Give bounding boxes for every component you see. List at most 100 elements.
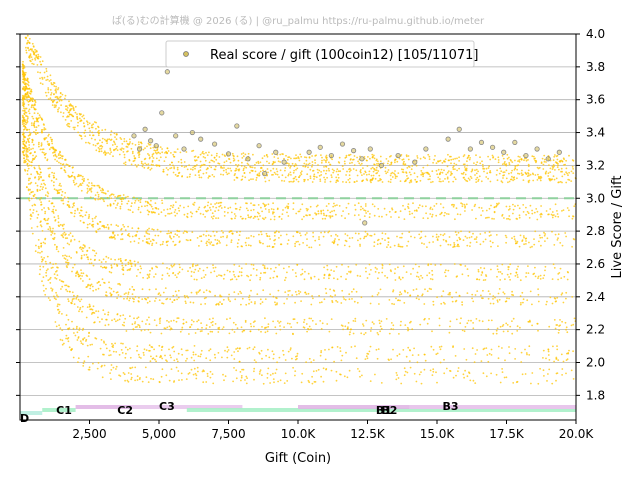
scatter-point — [125, 292, 127, 294]
scatter-point — [444, 275, 447, 278]
scatter-point — [27, 100, 30, 103]
scatter-point — [80, 206, 83, 209]
scatter-point — [70, 239, 73, 242]
tier-bar-c3 — [131, 405, 243, 409]
scatter-point — [51, 266, 54, 269]
scatter-point — [240, 165, 243, 167]
scatter-point — [30, 173, 32, 176]
scatter-point — [29, 48, 32, 51]
scatter-point — [127, 261, 130, 264]
scatter-point — [533, 243, 536, 246]
scatter-point — [130, 205, 133, 208]
scatter-point — [91, 217, 94, 220]
scatter-point — [130, 265, 133, 268]
scatter-point — [62, 163, 65, 166]
scatter-point — [467, 274, 470, 277]
scatter-point — [353, 181, 356, 183]
scatter-point — [282, 349, 284, 352]
scatter-point — [37, 245, 40, 248]
scatter-point — [22, 78, 24, 81]
scatter-point — [391, 302, 393, 305]
scatter-point — [170, 368, 173, 370]
scatter-point — [256, 215, 259, 218]
scatter-point — [200, 303, 202, 306]
scatter-point — [418, 265, 420, 268]
scatter-point — [431, 208, 434, 211]
scatter-point — [157, 234, 160, 237]
scatter-point — [384, 233, 387, 235]
scatter-point — [222, 373, 224, 376]
tier-bar-b3 — [409, 405, 576, 409]
scatter-point — [83, 125, 86, 127]
scatter-point — [22, 131, 25, 134]
scatter-point — [131, 227, 134, 230]
scatter-point — [352, 332, 355, 335]
scatter-point — [360, 332, 363, 335]
scatter-point — [146, 229, 149, 231]
scatter-point — [43, 76, 46, 79]
scatter-point — [226, 350, 229, 353]
scatter-point — [258, 233, 260, 236]
scatter-point — [356, 156, 358, 159]
scatter-point — [172, 272, 174, 275]
scatter-point — [105, 255, 108, 258]
scatter-point — [32, 51, 35, 54]
scatter-point — [109, 292, 112, 295]
scatter-point — [57, 87, 60, 89]
scatter-point — [333, 239, 336, 242]
scatter-point — [105, 291, 108, 294]
scatter-point — [223, 164, 225, 167]
scatter-point — [490, 319, 493, 322]
scatter-point — [548, 359, 551, 361]
scatter-point — [553, 297, 556, 299]
scatter-point — [213, 175, 216, 178]
scatter-point — [260, 349, 263, 352]
scatter-point — [70, 211, 72, 214]
scatter-point — [436, 296, 438, 299]
scatter-point — [450, 171, 452, 173]
scatter-point — [211, 373, 214, 375]
scatter-point — [222, 231, 225, 234]
scatter-point — [95, 288, 97, 291]
scatter-point — [80, 272, 83, 274]
scatter-point — [170, 231, 172, 234]
scatter-point — [481, 210, 484, 212]
scatter-point — [557, 237, 559, 240]
scatter-point — [487, 360, 490, 363]
scatter-point — [194, 372, 197, 375]
scatter-point — [30, 227, 33, 229]
scatter-point — [538, 176, 541, 179]
scatter-point — [205, 327, 208, 330]
scatter-point — [204, 216, 207, 218]
scatter-point — [262, 264, 264, 266]
scatter-point — [180, 161, 183, 164]
scatter-point — [152, 152, 155, 155]
scatter-point — [422, 166, 425, 169]
scatter-point — [447, 213, 450, 216]
scatter-point — [160, 211, 163, 214]
scatter-point — [573, 205, 576, 208]
scatter-point — [540, 244, 542, 247]
scatter-point — [397, 299, 400, 301]
scatter-point — [241, 297, 244, 300]
scatter-point — [524, 171, 527, 174]
scatter-point — [221, 356, 223, 359]
scatter-point — [399, 180, 402, 183]
scatter-point — [449, 320, 452, 323]
scatter-point — [351, 290, 353, 293]
scatter-point — [525, 275, 527, 278]
scatter-point — [272, 167, 275, 170]
scatter-point — [72, 106, 75, 109]
scatter-point — [571, 217, 574, 220]
scatter-point — [292, 235, 295, 238]
scatter-point — [455, 291, 458, 294]
scatter-point — [60, 111, 62, 114]
real-score-point — [173, 133, 179, 139]
scatter-point — [207, 201, 210, 204]
scatter-point — [227, 167, 230, 170]
scatter-point — [460, 230, 462, 233]
scatter-point — [333, 360, 335, 363]
scatter-point — [87, 355, 90, 358]
scatter-point — [373, 205, 376, 208]
scatter-point — [499, 271, 502, 273]
